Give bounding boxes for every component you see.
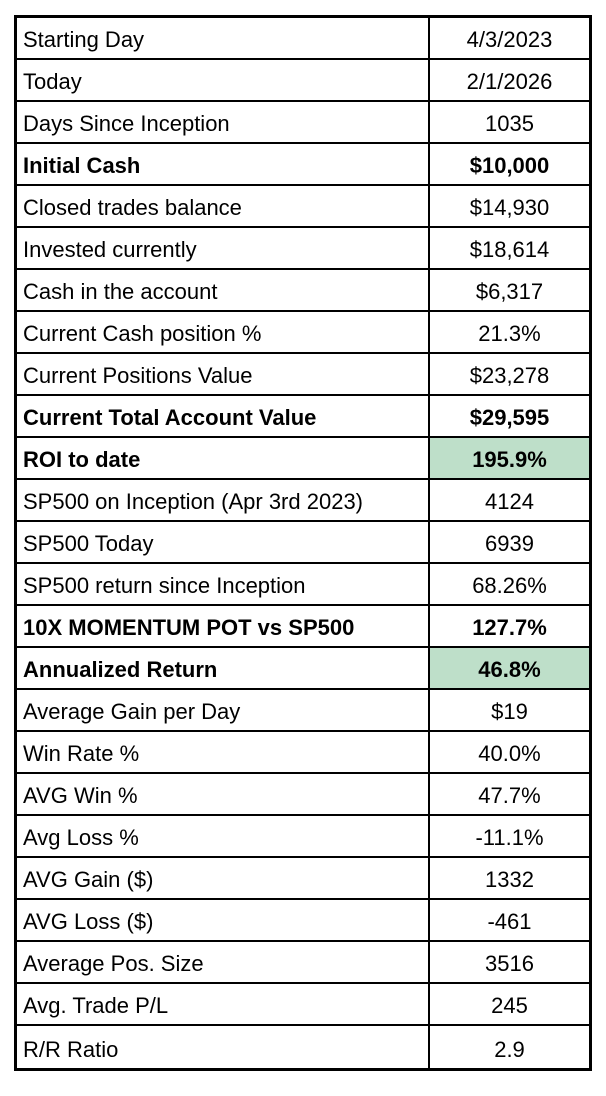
table-row: AVG Gain ($) 1332: [17, 858, 589, 900]
metric-value-cell[interactable]: 3516: [485, 951, 534, 976]
table-row: ROI to date 195.9%: [17, 438, 589, 480]
metric-label-cell[interactable]: Starting Day: [17, 18, 430, 58]
metric-label-cell[interactable]: Today: [17, 60, 430, 100]
metric-value-cell[interactable]: $10,000: [469, 153, 550, 178]
metric-label-cell[interactable]: AVG Gain ($): [17, 858, 430, 898]
metric-value-cell[interactable]: 4124: [485, 489, 534, 514]
metric-label-cell[interactable]: AVG Loss ($): [17, 900, 430, 940]
table-row: SP500 return since Inception 68.26%: [17, 564, 589, 606]
metric-value-cell[interactable]: $6,317: [475, 279, 544, 304]
metric-value-cell[interactable]: $19: [491, 699, 528, 724]
table-row: Cash in the account $6,317: [17, 270, 589, 312]
metric-label-cell[interactable]: SP500 on Inception (Apr 3rd 2023): [17, 480, 430, 520]
table-row: SP500 on Inception (Apr 3rd 2023) 4124: [17, 480, 589, 522]
metric-label-cell[interactable]: ROI to date: [17, 438, 430, 478]
metric-value-cell[interactable]: 46.8%: [430, 648, 589, 688]
metric-label-cell[interactable]: R/R Ratio: [17, 1026, 430, 1068]
metric-value-cell[interactable]: 1332: [485, 867, 534, 892]
trading-stats-table: Starting Day 4/3/2023 Today 2/1/2026 Day…: [14, 15, 592, 1071]
metric-label-cell[interactable]: Avg Loss %: [17, 816, 430, 856]
table-row: Current Total Account Value $29,595: [17, 396, 589, 438]
metric-label-cell[interactable]: Initial Cash: [17, 144, 430, 184]
metric-label-cell[interactable]: SP500 Today: [17, 522, 430, 562]
metric-label-cell[interactable]: SP500 return since Inception: [17, 564, 430, 604]
table-row: Invested currently $18,614: [17, 228, 589, 270]
table-row: Today 2/1/2026: [17, 60, 589, 102]
table-row: Closed trades balance $14,930: [17, 186, 589, 228]
metric-label-cell[interactable]: Days Since Inception: [17, 102, 430, 142]
metric-label-cell[interactable]: Win Rate %: [17, 732, 430, 772]
metric-label-cell[interactable]: Annualized Return: [17, 648, 430, 688]
metric-value-cell[interactable]: 6939: [485, 531, 534, 556]
table-row: Avg Loss % -11.1%: [17, 816, 589, 858]
metric-label-cell[interactable]: Cash in the account: [17, 270, 430, 310]
metric-value-cell[interactable]: $23,278: [469, 363, 550, 388]
table-row: Current Positions Value $23,278: [17, 354, 589, 396]
table-row: AVG Win % 47.7%: [17, 774, 589, 816]
metric-value-cell[interactable]: 4/3/2023: [466, 27, 553, 52]
metric-value-cell[interactable]: $14,930: [469, 195, 550, 220]
metric-value-cell[interactable]: 245: [491, 993, 528, 1018]
metric-label-cell[interactable]: Average Pos. Size: [17, 942, 430, 982]
metric-label-cell[interactable]: AVG Win %: [17, 774, 430, 814]
table-row: 10X MOMENTUM POT vs SP500 127.7%: [17, 606, 589, 648]
metric-label-cell[interactable]: Avg. Trade P/L: [17, 984, 430, 1024]
metric-value-cell[interactable]: 68.26%: [472, 573, 547, 598]
metric-value-cell[interactable]: $18,614: [469, 237, 550, 262]
metric-value-cell[interactable]: 127.7%: [472, 615, 547, 640]
metric-value-cell[interactable]: -11.1%: [475, 825, 544, 850]
table-row: SP500 Today 6939: [17, 522, 589, 564]
table-row: R/R Ratio 2.9: [17, 1026, 589, 1068]
metric-value-cell[interactable]: $29,595: [469, 405, 550, 430]
table-row: Annualized Return 46.8%: [17, 648, 589, 690]
table-row: Average Gain per Day $19: [17, 690, 589, 732]
table-row: Starting Day 4/3/2023: [17, 18, 589, 60]
metric-label-cell[interactable]: Closed trades balance: [17, 186, 430, 226]
metric-label-cell[interactable]: Invested currently: [17, 228, 430, 268]
table-row: AVG Loss ($) -461: [17, 900, 589, 942]
table-row: Initial Cash $10,000: [17, 144, 589, 186]
table-row: Average Pos. Size 3516: [17, 942, 589, 984]
metric-value-cell[interactable]: 40.0%: [478, 741, 541, 766]
metric-value-cell[interactable]: 195.9%: [430, 438, 589, 478]
metric-label-cell[interactable]: Average Gain per Day: [17, 690, 430, 730]
table-row: Current Cash position % 21.3%: [17, 312, 589, 354]
table-row: Win Rate % 40.0%: [17, 732, 589, 774]
metric-label-cell[interactable]: Current Positions Value: [17, 354, 430, 394]
metric-value-cell[interactable]: 47.7%: [478, 783, 541, 808]
metric-value-cell[interactable]: 21.3%: [478, 321, 541, 346]
metric-value-cell[interactable]: 2/1/2026: [466, 69, 553, 94]
metric-label-cell[interactable]: 10X MOMENTUM POT vs SP500: [17, 606, 430, 646]
table-row: Avg. Trade P/L 245: [17, 984, 589, 1026]
metric-value-cell[interactable]: 2.9: [494, 1037, 525, 1062]
metric-value-cell[interactable]: 1035: [485, 111, 534, 136]
table-row: Days Since Inception 1035: [17, 102, 589, 144]
metric-label-cell[interactable]: Current Cash position %: [17, 312, 430, 352]
metric-value-cell[interactable]: -461: [487, 909, 532, 934]
metric-label-cell[interactable]: Current Total Account Value: [17, 396, 430, 436]
